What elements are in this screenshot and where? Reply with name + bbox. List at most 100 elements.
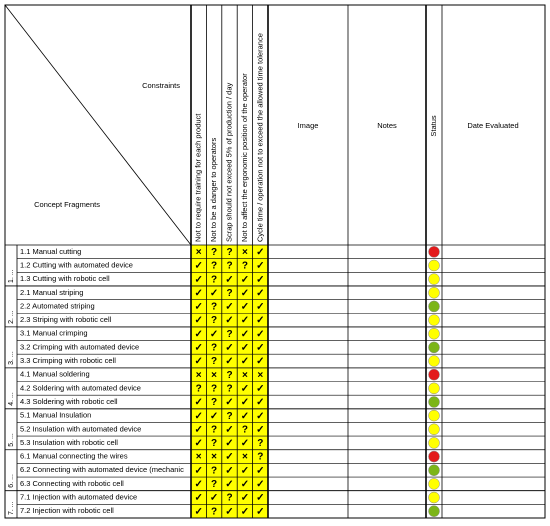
constraint-mark: ✓ bbox=[210, 411, 218, 422]
fragment-name: 6.3 Connecting with robotic cell bbox=[20, 479, 124, 488]
status-header: Status bbox=[429, 115, 438, 137]
constraint-mark: ? bbox=[211, 315, 217, 326]
status-indicator bbox=[428, 273, 440, 285]
constraint-mark: ✓ bbox=[225, 343, 233, 354]
constraint-mark: ✓ bbox=[225, 274, 233, 285]
group-label: 6. ... bbox=[8, 474, 15, 488]
constraint-mark: ✓ bbox=[241, 274, 249, 285]
constraint-mark: ? bbox=[226, 411, 232, 422]
constraint-mark: ✓ bbox=[256, 247, 264, 258]
constraint-mark: ✓ bbox=[256, 506, 264, 517]
marks-bg bbox=[191, 258, 268, 273]
constraint-mark: ✓ bbox=[195, 329, 203, 340]
constraint-mark: ✓ bbox=[241, 479, 249, 490]
constraint-mark: ? bbox=[242, 261, 248, 272]
constraint-header: Scrap should not exceed 5% of production… bbox=[224, 82, 233, 242]
image-header: Image bbox=[298, 121, 319, 130]
marks-bg bbox=[191, 408, 268, 423]
constraint-mark: ✓ bbox=[241, 383, 249, 394]
marks-bg bbox=[191, 422, 268, 437]
constraint-mark: ✓ bbox=[256, 274, 264, 285]
marks-bg bbox=[191, 326, 268, 341]
constraint-mark: ✓ bbox=[256, 329, 264, 340]
constraint-mark: ? bbox=[211, 383, 217, 394]
constraint-mark: ? bbox=[257, 452, 263, 463]
constraint-mark: ✓ bbox=[225, 356, 233, 367]
marks-bg bbox=[191, 285, 268, 300]
marks-bg bbox=[191, 354, 268, 368]
constraint-mark: ? bbox=[226, 261, 232, 272]
constraint-mark: ✓ bbox=[256, 479, 264, 490]
notes-header: Notes bbox=[377, 121, 397, 130]
marks-bg bbox=[191, 299, 268, 314]
fragment-name: 2.2 Automated striping bbox=[20, 301, 95, 310]
constraint-mark: ✓ bbox=[195, 261, 203, 272]
constraint-mark: ✓ bbox=[256, 465, 264, 476]
constraint-mark: ✓ bbox=[256, 424, 264, 435]
group-label: 3. ... bbox=[8, 351, 15, 365]
constraint-mark: ? bbox=[211, 424, 217, 435]
constraint-mark: × bbox=[196, 452, 202, 463]
status-indicator bbox=[428, 396, 440, 408]
constraint-mark: ✓ bbox=[241, 411, 249, 422]
constraint-mark: ? bbox=[257, 438, 263, 449]
constraint-mark: ✓ bbox=[241, 506, 249, 517]
status-indicator bbox=[428, 382, 440, 395]
marks-bg bbox=[191, 477, 268, 491]
fragment-name: 6.1 Manual connecting the wires bbox=[20, 452, 128, 461]
corner-top: Constraints bbox=[142, 81, 180, 90]
constraint-mark: ✓ bbox=[195, 274, 203, 285]
group-label: 7. ... bbox=[8, 501, 15, 515]
constraint-mark: ✓ bbox=[195, 343, 203, 354]
constraint-mark: × bbox=[242, 452, 248, 463]
status-indicator bbox=[428, 368, 440, 381]
group-label: 2. ... bbox=[8, 310, 15, 324]
fragment-name: 1.2 Cutting with automated device bbox=[20, 260, 133, 269]
constraint-mark: ✓ bbox=[225, 302, 233, 313]
status-indicator bbox=[428, 327, 440, 340]
constraint-mark: ✓ bbox=[241, 465, 249, 476]
status-indicator bbox=[428, 259, 440, 272]
constraint-mark: ✓ bbox=[241, 356, 249, 367]
constraint-mark: × bbox=[242, 247, 248, 258]
fragment-name: 4.1 Manual soldering bbox=[20, 370, 90, 379]
constraint-mark: ? bbox=[242, 424, 248, 435]
constraint-mark: ✓ bbox=[256, 493, 264, 504]
fragment-name: 5.2 Insulation with automated device bbox=[20, 424, 141, 433]
constraint-mark: ✓ bbox=[195, 506, 203, 517]
constraint-mark: ? bbox=[211, 438, 217, 449]
constraint-mark: ? bbox=[226, 247, 232, 258]
constraint-mark: ? bbox=[226, 493, 232, 504]
status-indicator bbox=[428, 478, 440, 490]
group-label: 4. ... bbox=[8, 392, 15, 406]
status-indicator bbox=[428, 437, 440, 449]
fragment-name: 6.2 Connecting with automated device (me… bbox=[20, 465, 184, 474]
constraint-mark: × bbox=[257, 370, 263, 381]
constraint-mark: ? bbox=[226, 288, 232, 299]
constraint-mark: × bbox=[211, 370, 217, 381]
fragment-name: 7.2 Injection with robotic cell bbox=[20, 506, 114, 515]
fragment-name: 1.3 Cutting with robotic cell bbox=[20, 274, 110, 283]
constraint-header: Not to affect the ergonomic position of … bbox=[240, 73, 249, 242]
marks-bg bbox=[191, 449, 268, 464]
constraint-mark: ✓ bbox=[241, 329, 249, 340]
marks-bg bbox=[191, 504, 268, 518]
constraint-mark: ✓ bbox=[256, 302, 264, 313]
constraint-mark: ✓ bbox=[195, 424, 203, 435]
fragment-name: 2.1 Manual striping bbox=[20, 288, 83, 297]
constraint-mark: ? bbox=[211, 261, 217, 272]
constraint-mark: ✓ bbox=[195, 356, 203, 367]
fragment-name: 2.3 Striping with robotic cell bbox=[20, 315, 112, 324]
constraint-mark: ✓ bbox=[241, 343, 249, 354]
constraint-mark: ? bbox=[211, 356, 217, 367]
constraint-mark: × bbox=[196, 370, 202, 381]
constraint-mark: ✓ bbox=[225, 465, 233, 476]
constraint-header: Not to require training for each product bbox=[194, 113, 203, 242]
corner-bottom: Concept Fragments bbox=[34, 200, 100, 209]
constraint-mark: ✓ bbox=[256, 343, 264, 354]
constraint-mark: ✓ bbox=[256, 288, 264, 299]
constraint-mark: ✓ bbox=[225, 438, 233, 449]
constraint-mark: ? bbox=[226, 329, 232, 340]
table-border bbox=[4, 4, 546, 519]
